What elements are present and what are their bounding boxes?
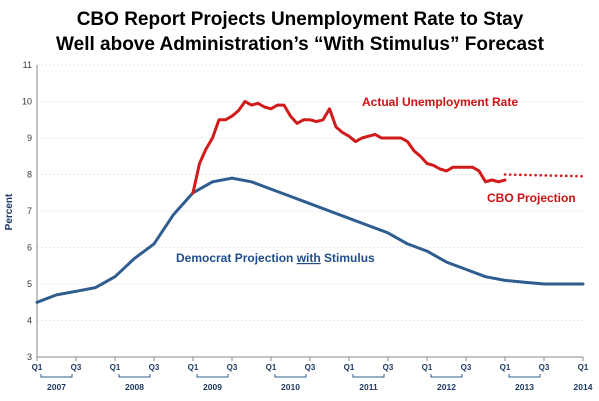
year-bracket-2007 (40, 374, 73, 378)
x-quarter-tick-6: Q1 (266, 363, 277, 372)
y-tick-11: 11 (23, 60, 32, 70)
x-quarter-tick-2: Q1 (110, 363, 121, 372)
chart-title-line-2: Well above Administration’s “With Stimul… (56, 34, 545, 55)
annotation-democrat-suffix: Stimulus (321, 251, 375, 265)
x-year-label-2011: 2011 (359, 382, 378, 392)
series-line-2 (35, 176, 585, 304)
x-quarter-tick-12: Q1 (500, 363, 511, 372)
x-year-label-2012: 2012 (437, 382, 456, 392)
x-quarter-tick-8: Q1 (344, 363, 355, 372)
y-tick-7: 7 (27, 206, 32, 216)
series-lines (35, 100, 585, 304)
year-bracket-2013 (508, 374, 541, 378)
year-bracket-2008 (118, 374, 151, 378)
x-year-label-2009: 2009 (203, 382, 222, 392)
year-bracket-2012 (430, 374, 463, 378)
y-tick-5: 5 (27, 279, 32, 289)
x-quarter-tick-11: Q3 (461, 363, 472, 372)
axes (36, 65, 584, 361)
y-tick-3: 3 (27, 352, 32, 362)
x-year-label-2008: 2008 (125, 382, 144, 392)
year-bracket-2009 (196, 374, 229, 378)
chart-title-line-1: CBO Report Projects Unemployment Rate to… (77, 9, 524, 30)
x-quarter-tick-14: Q1 (578, 363, 589, 372)
grid-lines (37, 64, 583, 321)
annotation-democrat-with: with (296, 251, 321, 265)
annotation-cbo-projection: CBO Projection (487, 191, 576, 205)
annotation-democrat-prefix: Democrat Projection (176, 251, 297, 265)
annotation-actual-rate: Actual Unemployment Rate (362, 95, 518, 109)
y-tick-8: 8 (27, 170, 32, 180)
x-quarter-tick-5: Q3 (227, 363, 238, 372)
x-quarter-tick-0: Q1 (32, 363, 43, 372)
y-tick-9: 9 (27, 133, 32, 143)
x-quarter-tick-9: Q3 (383, 363, 394, 372)
x-quarter-tick-1: Q3 (71, 363, 82, 372)
x-quarter-tick-7: Q3 (305, 363, 316, 372)
y-tick-10: 10 (22, 97, 32, 107)
y-tick-4: 4 (27, 316, 32, 326)
x-quarter-tick-4: Q1 (188, 363, 199, 372)
x-year-label-2010: 2010 (281, 382, 300, 392)
x-year-label-2013: 2013 (515, 382, 534, 392)
x-tick-labels: Q1 Q3 Q1 Q3 Q1 Q3 Q1 Q3 Q1 Q3 Q1 Q3 Q1 Q3 Q1 2007 2008 20… (32, 363, 593, 392)
year-bracket-2011 (352, 374, 385, 378)
x-quarter-tick-3: Q3 (149, 363, 160, 372)
y-tick-labels: 3 4 5 6 7 8 9 10 11 (22, 60, 32, 362)
x-quarter-tick-10: Q1 (422, 363, 433, 372)
series-line-0 (191, 100, 507, 195)
x-year-label-2014: 2014 (574, 382, 593, 392)
y-axis-label: Percent (4, 193, 15, 230)
x-quarter-tick-13: Q3 (539, 363, 550, 372)
y-tick-6: 6 (27, 243, 32, 253)
series-line-1 (503, 173, 585, 178)
x-year-label-2007: 2007 (47, 382, 66, 392)
annotation-democrat-projection: Democrat Projection with Stimulus (176, 251, 375, 265)
year-bracket-2010 (274, 374, 307, 378)
